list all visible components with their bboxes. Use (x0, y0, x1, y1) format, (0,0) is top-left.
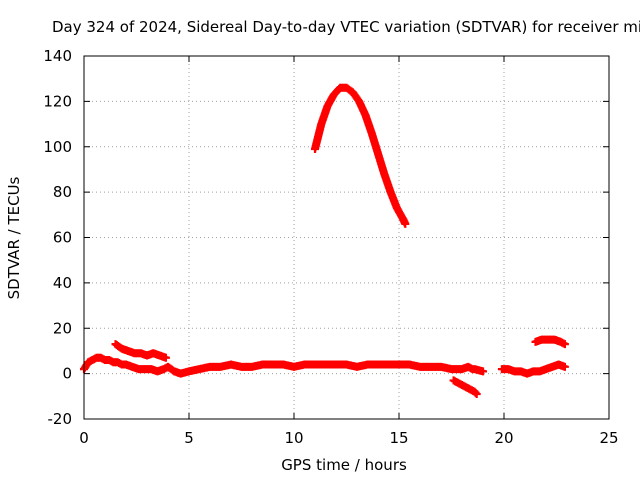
x-tick-label: 5 (184, 429, 194, 447)
x-tick-label: 10 (284, 429, 303, 447)
grid (84, 56, 609, 419)
chart-title: Day 324 of 2024, Sidereal Day-to-day VTE… (52, 18, 640, 36)
y-tick-label: 140 (43, 47, 72, 65)
y-tick-label: 60 (53, 229, 72, 247)
x-tick-label: 15 (389, 429, 408, 447)
x-tick-label: 0 (79, 429, 89, 447)
x-tick-label: 20 (494, 429, 513, 447)
x-axis-label: GPS time / hours (281, 456, 407, 474)
data-point (401, 219, 410, 228)
y-tick-label: 100 (43, 138, 72, 156)
axis-ticks: 0 5 10 15 20 25 -20 0 20 40 60 80 100 120 140 (43, 47, 618, 447)
data-points (80, 83, 569, 399)
y-tick-label: 20 (53, 319, 72, 337)
data-point (161, 353, 170, 362)
y-tick-label: -20 (48, 410, 73, 428)
y-tick-label: 120 (43, 92, 72, 110)
data-point (472, 390, 481, 399)
data-point (560, 362, 569, 371)
y-tick-label: 40 (53, 274, 72, 292)
y-tick-label: 0 (62, 365, 72, 383)
x-tick-label: 25 (599, 429, 618, 447)
data-point (479, 367, 487, 376)
data-point (560, 340, 569, 349)
y-axis-label: SDTVAR / TECUs (5, 176, 23, 299)
y-tick-label: 80 (53, 183, 72, 201)
